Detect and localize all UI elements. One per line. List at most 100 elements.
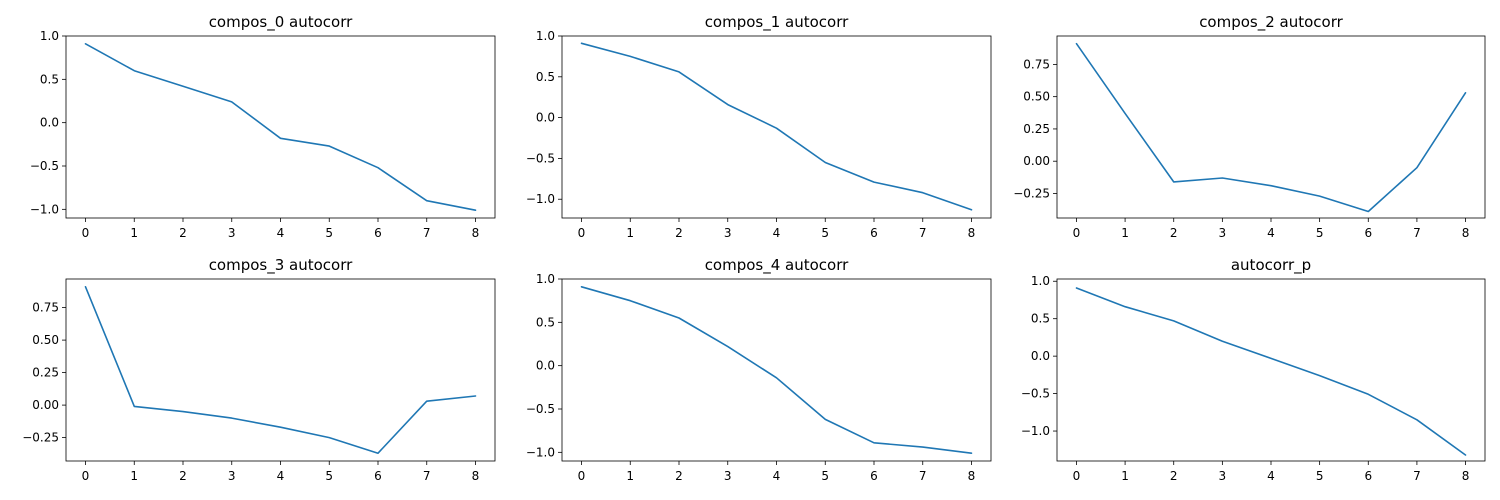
y-tick-label: 0.5 [536, 315, 555, 329]
axes-frame [1056, 35, 1486, 219]
x-tick-label: 5 [821, 226, 829, 240]
x-tick-label: 0 [578, 226, 586, 240]
x-tick-label: 2 [675, 469, 683, 483]
x-tick-label: 4 [773, 226, 781, 240]
y-tick-label: −0.25 [1013, 186, 1050, 200]
x-tick-label: 0 [82, 226, 90, 240]
y-tick-label: 0.50 [1023, 90, 1050, 104]
x-tick-label: 3 [724, 226, 732, 240]
x-tick-label: 1 [130, 226, 138, 240]
x-tick-label: 7 [423, 226, 431, 240]
x-tick-label: 5 [821, 469, 829, 483]
x-tick-label: 2 [675, 226, 683, 240]
y-tick-label: 0.5 [536, 70, 555, 84]
axes-frame [65, 278, 496, 462]
x-tick-label: 0 [1073, 226, 1081, 240]
y-tick-label: 0.25 [1023, 122, 1050, 136]
y-tick-label: −0.5 [30, 159, 59, 173]
series-line-0 [580, 42, 973, 211]
y-tick-label: −1.0 [526, 445, 555, 459]
x-tick-label: 1 [1121, 226, 1129, 240]
series-line-0 [1075, 42, 1467, 213]
x-tick-label: 7 [423, 469, 431, 483]
series-line-0 [580, 285, 973, 455]
x-tick-label: 6 [870, 226, 878, 240]
x-tick-label: 0 [1073, 469, 1081, 483]
y-tick-label: 0.0 [40, 116, 59, 130]
x-tick-label: 8 [472, 469, 480, 483]
subplot-5: autocorr_p 0 1 2 3 4 5 6 7 8 −1.0 −0.5 0.0 0.5 1.0 [1021, 256, 1486, 483]
x-tick-label: 5 [325, 469, 333, 483]
y-tick-label: −0.5 [526, 402, 555, 416]
x-tick-label: 1 [1121, 469, 1129, 483]
axes-frame [561, 35, 992, 219]
x-tick-label: 6 [870, 469, 878, 483]
x-tick-label: 4 [1267, 469, 1275, 483]
x-tick-label: 0 [82, 469, 90, 483]
subplot-title: compos_2 autocorr [1199, 13, 1343, 32]
x-tick-label: 4 [277, 226, 285, 240]
subplot-3: compos_3 autocorr 0 1 2 3 4 5 6 7 8 −0.25 0.00 0.25 0… [22, 256, 496, 483]
y-tick-label: 1.0 [1031, 274, 1050, 288]
subplot-2: compos_2 autocorr 0 1 2 3 4 5 6 7 8 −0.25 0.00 0.25 0… [1013, 13, 1486, 240]
y-tick-label: 0.5 [1031, 312, 1050, 326]
subplot-title: compos_4 autocorr [705, 256, 849, 275]
axes-frame [65, 35, 496, 219]
y-tick-label: 0.0 [1031, 349, 1050, 363]
x-tick-label: 5 [1316, 469, 1324, 483]
x-tick-label: 7 [919, 226, 927, 240]
x-tick-label: 8 [1462, 226, 1470, 240]
x-tick-label: 3 [1219, 226, 1227, 240]
x-tick-label: 6 [374, 469, 382, 483]
x-tick-label: 5 [325, 226, 333, 240]
y-tick-label: 1.0 [40, 29, 59, 43]
x-tick-label: 1 [626, 226, 634, 240]
x-tick-label: 4 [1267, 226, 1275, 240]
x-tick-label: 3 [1219, 469, 1227, 483]
x-tick-label: 2 [179, 469, 187, 483]
y-tick-label: −1.0 [526, 192, 555, 206]
x-tick-label: 3 [228, 226, 236, 240]
y-tick-label: −0.5 [1021, 387, 1050, 401]
y-tick-label: 0.50 [32, 333, 59, 347]
y-tick-label: 0.0 [536, 111, 555, 125]
series-line-0 [1075, 287, 1467, 456]
subplot-1: compos_1 autocorr 0 1 2 3 4 5 6 7 8 −1.0 −0.5 0.0 0.5… [526, 13, 992, 240]
series-line-0 [84, 285, 477, 455]
x-tick-label: 8 [1462, 469, 1470, 483]
subplot-title: compos_3 autocorr [209, 256, 353, 275]
x-tick-label: 3 [724, 469, 732, 483]
x-tick-label: 1 [626, 469, 634, 483]
y-tick-label: 0.0 [536, 359, 555, 373]
x-tick-label: 7 [1413, 469, 1421, 483]
x-tick-label: 6 [374, 226, 382, 240]
x-tick-label: 6 [1364, 469, 1372, 483]
y-tick-label: 0.5 [40, 72, 59, 86]
y-tick-label: −1.0 [1021, 424, 1050, 438]
y-tick-label: 0.00 [32, 398, 59, 412]
x-tick-label: 7 [919, 469, 927, 483]
subplot-title: compos_0 autocorr [209, 13, 353, 32]
y-tick-label: −0.25 [22, 431, 59, 445]
x-tick-label: 8 [968, 226, 976, 240]
axes-frame [561, 278, 992, 462]
x-tick-label: 7 [1413, 226, 1421, 240]
subplot-title: autocorr_p [1231, 256, 1311, 275]
x-tick-label: 5 [1316, 226, 1324, 240]
axes-frame [1056, 278, 1486, 462]
x-tick-label: 2 [1170, 469, 1178, 483]
y-tick-label: 1.0 [536, 29, 555, 43]
x-tick-label: 3 [228, 469, 236, 483]
subplot-title: compos_1 autocorr [705, 13, 849, 32]
x-tick-label: 4 [773, 469, 781, 483]
y-tick-label: −0.5 [526, 151, 555, 165]
x-tick-label: 8 [968, 469, 976, 483]
subplot-4: compos_4 autocorr 0 1 2 3 4 5 6 7 8 −1.0 −0.5 0.0 0.5… [526, 256, 992, 483]
x-tick-label: 0 [578, 469, 586, 483]
x-tick-label: 1 [130, 469, 138, 483]
x-tick-label: 2 [1170, 226, 1178, 240]
subplot-0: compos_0 autocorr 0 1 2 3 4 5 6 7 8 −1.0 −0.5 0.0 0.5… [30, 13, 496, 240]
y-tick-label: 0.75 [1023, 57, 1050, 71]
x-tick-label: 2 [179, 226, 187, 240]
